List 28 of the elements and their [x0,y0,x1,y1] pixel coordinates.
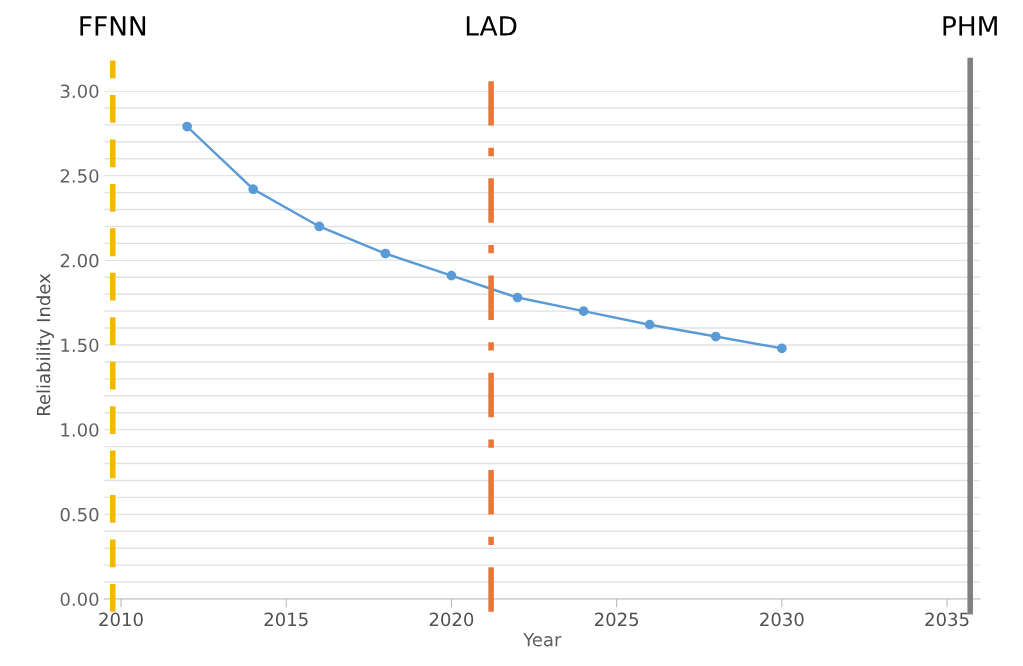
y-tick-label: 0.00 [60,592,99,607]
y-tick-label: 3.00 [60,84,99,99]
x-tick-label: 2020 [429,612,474,627]
y-tick-label: 2.00 [60,253,99,268]
x-axis-title: Year [523,633,562,647]
point [446,270,457,281]
ref-line-label: FFNN [80,16,146,36]
y-tick-label: 1.50 [61,338,99,353]
point [776,343,787,354]
point [578,306,589,316]
point [710,331,721,342]
y-tick-label: 2.50 [60,169,99,183]
ref-line-label: PHM [943,16,997,36]
x-tick-label: 2015 [264,612,308,627]
point [380,248,391,259]
point [314,221,325,232]
x-tick-label: 2035 [925,612,969,627]
point [248,184,259,195]
point [644,319,655,330]
x-tick-label: 2030 [760,612,804,627]
ref-line-label: LAD [466,16,517,36]
x-tick-label: 2010 [99,612,143,627]
y-axis-title: Reliability Index [36,273,54,416]
y-tick-label: 0.50 [60,507,99,522]
point [182,121,192,132]
y-tick-label: 1.00 [61,423,99,437]
point [512,292,523,303]
x-tick-label: 2025 [594,612,639,627]
